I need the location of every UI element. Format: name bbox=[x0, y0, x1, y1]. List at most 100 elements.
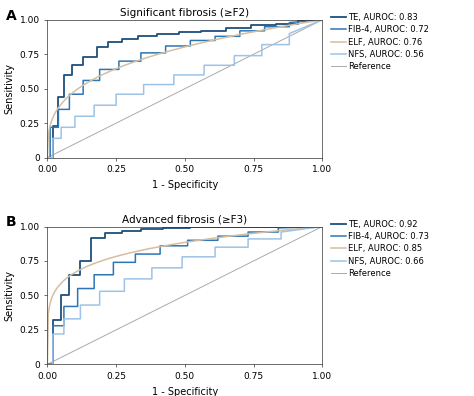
FIB-4, AUROC: 0.73: (0.11, 0.55): 0.73: (0.11, 0.55) bbox=[75, 286, 81, 291]
FIB-4, AUROC: 0.72: (0.01, 0): 0.72: (0.01, 0) bbox=[47, 155, 53, 160]
NFS, AUROC: 0.66: (0.61, 0.85): 0.66: (0.61, 0.85) bbox=[212, 245, 218, 249]
FIB-4, AUROC: 0.72: (0.34, 0.7): 0.72: (0.34, 0.7) bbox=[138, 59, 144, 63]
ELF, AUROC: 0.76: (0.612, 0.856): 0.76: (0.612, 0.856) bbox=[213, 37, 219, 42]
TE, AUROC: 0.83: (0.74, 0.96): 0.83: (0.74, 0.96) bbox=[248, 23, 254, 28]
NFS, AUROC: 0.66: (0.28, 0.62): 0.66: (0.28, 0.62) bbox=[121, 276, 127, 281]
NFS, AUROC: 0.66: (0.73, 0.85): 0.66: (0.73, 0.85) bbox=[245, 245, 251, 249]
ELF, AUROC: 0.76: (0.592, 0.847): 0.76: (0.592, 0.847) bbox=[207, 38, 213, 43]
TE, AUROC: 0.83: (0.27, 0.86): 0.83: (0.27, 0.86) bbox=[119, 37, 125, 42]
ELF, AUROC: 0.85: (0, 0): 0.85: (0, 0) bbox=[45, 362, 50, 367]
FIB-4, AUROC: 0.72: (0.52, 0.85): 0.72: (0.52, 0.85) bbox=[188, 38, 193, 43]
FIB-4, AUROC: 0.72: (0.52, 0.81): 0.72: (0.52, 0.81) bbox=[188, 44, 193, 48]
TE, AUROC: 0.92: (0.08, 0.5): 0.92: (0.08, 0.5) bbox=[66, 293, 72, 298]
TE, AUROC: 0.92: (0.16, 0.92): 0.92: (0.16, 0.92) bbox=[89, 235, 94, 240]
FIB-4, AUROC: 0.73: (0.02, 0): 0.73: (0.02, 0) bbox=[50, 362, 56, 367]
Text: A: A bbox=[6, 9, 17, 23]
FIB-4, AUROC: 0.72: (0.19, 0.64): 0.72: (0.19, 0.64) bbox=[97, 67, 102, 72]
NFS, AUROC: 0.56: (0.17, 0.38): 0.56: (0.17, 0.38) bbox=[91, 103, 97, 108]
ELF, AUROC: 0.85: (0.906, 0.983): 0.85: (0.906, 0.983) bbox=[294, 227, 300, 231]
NFS, AUROC: 0.66: (0.85, 0.91): 0.66: (0.85, 0.91) bbox=[278, 236, 284, 241]
FIB-4, AUROC: 0.72: (0.26, 0.7): 0.72: (0.26, 0.7) bbox=[116, 59, 122, 63]
FIB-4, AUROC: 0.73: (0.32, 0.74): 0.73: (0.32, 0.74) bbox=[133, 260, 138, 265]
TE, AUROC: 0.83: (0.56, 0.92): 0.83: (0.56, 0.92) bbox=[199, 29, 204, 33]
FIB-4, AUROC: 0.72: (0.01, 0.22): 0.72: (0.01, 0.22) bbox=[47, 125, 53, 129]
Line: FIB-4, AUROC: 0.72: FIB-4, AUROC: 0.72 bbox=[47, 20, 322, 158]
Y-axis label: Sensitivity: Sensitivity bbox=[4, 63, 14, 114]
TE, AUROC: 0.92: (0.12, 0.75): 0.92: (0.12, 0.75) bbox=[78, 259, 83, 263]
NFS, AUROC: 0.66: (0.12, 0.33): 0.66: (0.12, 0.33) bbox=[78, 316, 83, 321]
FIB-4, AUROC: 0.73: (0.24, 0.65): 0.73: (0.24, 0.65) bbox=[110, 272, 116, 277]
Line: ELF, AUROC: 0.85: ELF, AUROC: 0.85 bbox=[47, 227, 322, 364]
FIB-4, AUROC: 0.72: (0.08, 0.46): 0.72: (0.08, 0.46) bbox=[66, 92, 72, 97]
TE, AUROC: 0.92: (0.21, 0.95): 0.92: (0.21, 0.95) bbox=[102, 231, 108, 236]
Line: FIB-4, AUROC: 0.73: FIB-4, AUROC: 0.73 bbox=[47, 227, 322, 364]
NFS, AUROC: 0.66: (0.49, 0.78): 0.66: (0.49, 0.78) bbox=[179, 255, 185, 259]
TE, AUROC: 0.83: (0.27, 0.84): 0.83: (0.27, 0.84) bbox=[119, 40, 125, 44]
Line: TE, AUROC: 0.83: TE, AUROC: 0.83 bbox=[47, 20, 322, 158]
FIB-4, AUROC: 0.73: (0.11, 0.42): 0.73: (0.11, 0.42) bbox=[75, 304, 81, 309]
X-axis label: 1 - Specificity: 1 - Specificity bbox=[152, 180, 218, 190]
TE, AUROC: 0.92: (0.52, 1): 0.92: (0.52, 1) bbox=[188, 224, 193, 229]
TE, AUROC: 0.83: (0.65, 0.94): 0.83: (0.65, 0.94) bbox=[223, 26, 229, 30]
TE, AUROC: 0.92: (0.34, 0.98): 0.92: (0.34, 0.98) bbox=[138, 227, 144, 232]
TE, AUROC: 0.92: (0.42, 0.99): 0.92: (0.42, 0.99) bbox=[160, 225, 166, 230]
TE, AUROC: 0.92: (0, 0): 0.92: (0, 0) bbox=[45, 362, 50, 367]
ELF, AUROC: 0.85: (0.00334, 0.366): 0.85: (0.00334, 0.366) bbox=[46, 312, 51, 316]
TE, AUROC: 0.92: (0.08, 0.65): 0.92: (0.08, 0.65) bbox=[66, 272, 72, 277]
TE, AUROC: 0.83: (0.22, 0.8): 0.83: (0.22, 0.8) bbox=[105, 45, 111, 50]
TE, AUROC: 0.92: (0.02, 0.32): 0.92: (0.02, 0.32) bbox=[50, 318, 56, 323]
FIB-4, AUROC: 0.72: (0.7, 0.92): 0.72: (0.7, 0.92) bbox=[237, 29, 243, 33]
TE, AUROC: 0.83: (0.74, 0.94): 0.83: (0.74, 0.94) bbox=[248, 26, 254, 30]
TE, AUROC: 0.92: (0.34, 0.97): 0.92: (0.34, 0.97) bbox=[138, 228, 144, 233]
ELF, AUROC: 0.76: (0.00334, 0.165): 0.76: (0.00334, 0.165) bbox=[46, 132, 51, 137]
NFS, AUROC: 0.66: (0.02, 0): 0.66: (0.02, 0) bbox=[50, 362, 56, 367]
FIB-4, AUROC: 0.73: (0.06, 0.42): 0.73: (0.06, 0.42) bbox=[61, 304, 67, 309]
Legend: TE, AUROC: 0.83, FIB-4, AUROC: 0.72, ELF, AUROC: 0.76, NFS, AUROC: 0.56, Referen: TE, AUROC: 0.83, FIB-4, AUROC: 0.72, ELF… bbox=[330, 13, 429, 71]
TE, AUROC: 0.83: (0.48, 0.91): 0.83: (0.48, 0.91) bbox=[176, 30, 182, 34]
NFS, AUROC: 0.56: (0.05, 0.22): 0.56: (0.05, 0.22) bbox=[58, 125, 64, 129]
FIB-4, AUROC: 0.73: (0.84, 0.96): 0.73: (0.84, 0.96) bbox=[275, 230, 281, 234]
FIB-4, AUROC: 0.72: (0.43, 0.76): 0.72: (0.43, 0.76) bbox=[163, 51, 168, 55]
TE, AUROC: 0.92: (0.27, 0.97): 0.92: (0.27, 0.97) bbox=[119, 228, 125, 233]
FIB-4, AUROC: 0.73: (0.02, 0.28): 0.73: (0.02, 0.28) bbox=[50, 324, 56, 328]
FIB-4, AUROC: 0.72: (0.13, 0.56): 0.72: (0.13, 0.56) bbox=[80, 78, 86, 83]
TE, AUROC: 0.83: (0.4, 0.88): 0.83: (0.4, 0.88) bbox=[155, 34, 160, 39]
FIB-4, AUROC: 0.72: (0.19, 0.56): 0.72: (0.19, 0.56) bbox=[97, 78, 102, 83]
TE, AUROC: 0.83: (0.13, 0.67): 0.83: (0.13, 0.67) bbox=[80, 63, 86, 68]
TE, AUROC: 0.83: (0.4, 0.9): 0.83: (0.4, 0.9) bbox=[155, 31, 160, 36]
TE, AUROC: 0.83: (0.04, 0.44): 0.83: (0.04, 0.44) bbox=[55, 95, 61, 99]
TE, AUROC: 0.83: (0.91, 0.97): 0.83: (0.91, 0.97) bbox=[295, 21, 301, 26]
NFS, AUROC: 0.56: (0.17, 0.3): 0.56: (0.17, 0.3) bbox=[91, 114, 97, 119]
NFS, AUROC: 0.66: (0, 0): 0.66: (0, 0) bbox=[45, 362, 50, 367]
NFS, AUROC: 0.56: (0.25, 0.38): 0.56: (0.25, 0.38) bbox=[113, 103, 119, 108]
NFS, AUROC: 0.56: (0.05, 0.14): 0.56: (0.05, 0.14) bbox=[58, 136, 64, 141]
NFS, AUROC: 0.56: (0.1, 0.3): 0.56: (0.1, 0.3) bbox=[72, 114, 78, 119]
TE, AUROC: 0.83: (0.18, 0.8): 0.83: (0.18, 0.8) bbox=[94, 45, 100, 50]
TE, AUROC: 0.83: (0.33, 0.86): 0.83: (0.33, 0.86) bbox=[135, 37, 141, 42]
NFS, AUROC: 0.66: (0.28, 0.53): 0.66: (0.28, 0.53) bbox=[121, 289, 127, 294]
Y-axis label: Sensitivity: Sensitivity bbox=[4, 270, 14, 321]
TE, AUROC: 0.83: (0.13, 0.73): 0.83: (0.13, 0.73) bbox=[80, 55, 86, 59]
NFS, AUROC: 0.66: (0.38, 0.62): 0.66: (0.38, 0.62) bbox=[149, 276, 155, 281]
TE, AUROC: 0.92: (0.27, 0.95): 0.92: (0.27, 0.95) bbox=[119, 231, 125, 236]
NFS, AUROC: 0.56: (0.35, 0.53): 0.56: (0.35, 0.53) bbox=[141, 82, 146, 87]
ELF, AUROC: 0.76: (0.906, 0.969): 0.76: (0.906, 0.969) bbox=[294, 22, 300, 27]
NFS, AUROC: 0.56: (0.46, 0.53): 0.56: (0.46, 0.53) bbox=[171, 82, 177, 87]
NFS, AUROC: 0.66: (0.49, 0.7): 0.66: (0.49, 0.7) bbox=[179, 265, 185, 270]
FIB-4, AUROC: 0.73: (0.32, 0.8): 0.73: (0.32, 0.8) bbox=[133, 252, 138, 257]
ELF, AUROC: 0.76: (0.843, 0.947): 0.76: (0.843, 0.947) bbox=[276, 25, 282, 29]
NFS, AUROC: 0.56: (0.88, 0.9): 0.56: (0.88, 0.9) bbox=[286, 31, 292, 36]
FIB-4, AUROC: 0.73: (0.84, 0.99): 0.73: (0.84, 0.99) bbox=[275, 225, 281, 230]
NFS, AUROC: 0.56: (0.68, 0.74): 0.56: (0.68, 0.74) bbox=[231, 53, 237, 58]
TE, AUROC: 0.92: (0.52, 0.99): 0.92: (0.52, 0.99) bbox=[188, 225, 193, 230]
NFS, AUROC: 0.56: (0.25, 0.46): 0.56: (0.25, 0.46) bbox=[113, 92, 119, 97]
NFS, AUROC: 0.56: (0, 0): 0.56: (0, 0) bbox=[45, 155, 50, 160]
NFS, AUROC: 0.66: (0.73, 0.91): 0.66: (0.73, 0.91) bbox=[245, 236, 251, 241]
FIB-4, AUROC: 0.72: (0.88, 0.98): 0.72: (0.88, 0.98) bbox=[286, 20, 292, 25]
TE, AUROC: 0.83: (0.48, 0.9): 0.83: (0.48, 0.9) bbox=[176, 31, 182, 36]
NFS, AUROC: 0.56: (0.35, 0.46): 0.56: (0.35, 0.46) bbox=[141, 92, 146, 97]
TE, AUROC: 0.83: (0.06, 0.44): 0.83: (0.06, 0.44) bbox=[61, 95, 67, 99]
FIB-4, AUROC: 0.72: (0.26, 0.64): 0.72: (0.26, 0.64) bbox=[116, 67, 122, 72]
FIB-4, AUROC: 0.73: (0.62, 0.9): 0.73: (0.62, 0.9) bbox=[215, 238, 221, 243]
NFS, AUROC: 0.66: (0.19, 0.53): 0.66: (0.19, 0.53) bbox=[97, 289, 102, 294]
